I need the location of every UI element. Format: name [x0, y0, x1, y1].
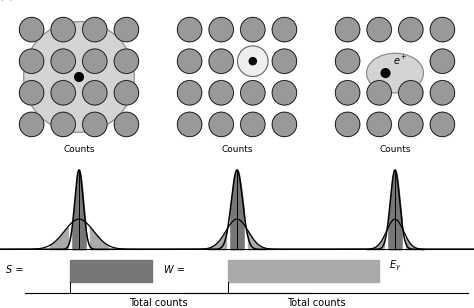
Circle shape	[336, 112, 360, 137]
Circle shape	[430, 112, 455, 137]
Circle shape	[240, 17, 265, 42]
Circle shape	[209, 49, 233, 73]
Circle shape	[430, 81, 455, 105]
Circle shape	[177, 17, 202, 42]
Text: $E_\gamma$: $E_\gamma$	[73, 259, 85, 273]
Circle shape	[82, 17, 107, 42]
Text: Counts: Counts	[221, 145, 253, 154]
Text: $E_\gamma$: $E_\gamma$	[389, 259, 401, 273]
Circle shape	[19, 17, 44, 42]
Text: $e^+$: $e^+$	[393, 54, 408, 67]
Circle shape	[19, 49, 44, 73]
Text: $E_\gamma$: $E_\gamma$	[231, 259, 243, 273]
Text: W =: W =	[164, 265, 185, 275]
Circle shape	[399, 112, 423, 137]
Circle shape	[272, 49, 297, 73]
Circle shape	[51, 49, 75, 73]
Text: S =: S =	[6, 265, 24, 275]
Circle shape	[430, 49, 455, 73]
Circle shape	[82, 81, 107, 105]
Circle shape	[430, 17, 455, 42]
Circle shape	[272, 17, 297, 42]
Circle shape	[75, 73, 83, 81]
Circle shape	[367, 81, 392, 105]
Circle shape	[114, 49, 138, 73]
Circle shape	[19, 81, 44, 105]
Circle shape	[240, 112, 265, 137]
Circle shape	[114, 17, 138, 42]
Text: Total counts: Total counts	[287, 298, 346, 308]
Circle shape	[336, 81, 360, 105]
Circle shape	[51, 17, 75, 42]
Circle shape	[24, 22, 134, 132]
Circle shape	[336, 17, 360, 42]
Ellipse shape	[366, 53, 423, 93]
Text: Counts: Counts	[63, 145, 95, 154]
Circle shape	[82, 112, 107, 137]
Circle shape	[209, 81, 233, 105]
Bar	[228, 260, 379, 282]
Circle shape	[19, 112, 44, 137]
Circle shape	[82, 49, 107, 73]
Circle shape	[51, 81, 75, 105]
Circle shape	[272, 81, 297, 105]
Circle shape	[249, 58, 256, 65]
Circle shape	[381, 69, 390, 77]
Circle shape	[367, 112, 392, 137]
Circle shape	[209, 112, 233, 137]
Circle shape	[177, 81, 202, 105]
Circle shape	[237, 46, 268, 76]
Circle shape	[272, 112, 297, 137]
Circle shape	[177, 112, 202, 137]
Circle shape	[114, 112, 138, 137]
Circle shape	[114, 81, 138, 105]
Circle shape	[336, 49, 360, 73]
Circle shape	[367, 17, 392, 42]
Circle shape	[209, 17, 233, 42]
Circle shape	[51, 112, 75, 137]
Bar	[70, 260, 152, 282]
Text: Total counts: Total counts	[128, 298, 187, 308]
Circle shape	[399, 81, 423, 105]
Circle shape	[177, 49, 202, 73]
Text: Counts: Counts	[379, 145, 411, 154]
Circle shape	[240, 81, 265, 105]
Circle shape	[399, 17, 423, 42]
